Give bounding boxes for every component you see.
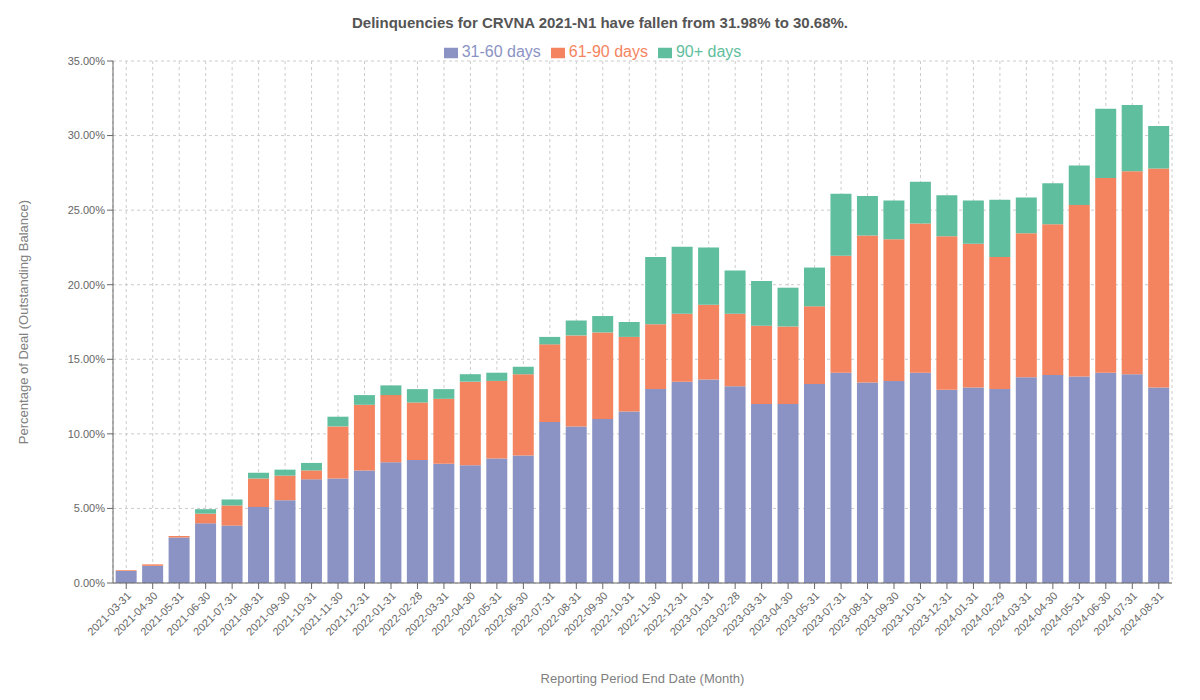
svg-text:2022-08-31: 2022-08-31 xyxy=(535,589,584,638)
svg-text:2023-12-31: 2023-12-31 xyxy=(905,589,954,638)
svg-text:2021-12-31: 2021-12-31 xyxy=(323,589,372,638)
svg-text:2023-02-28: 2023-02-28 xyxy=(693,589,743,638)
svg-text:2024-01-31: 2024-01-31 xyxy=(932,589,981,638)
svg-text:5.00%: 5.00% xyxy=(74,502,105,514)
html-text:31-60 days: 31-60 days xyxy=(461,43,541,60)
svg-text:2021-05-31: 2021-05-31 xyxy=(137,589,187,638)
svg-text:15.00%: 15.00% xyxy=(68,353,106,365)
svg-text:2021-11-30: 2021-11-30 xyxy=(297,589,345,638)
svg-text:30.00%: 30.00% xyxy=(68,129,106,141)
svg-text:2021-09-30: 2021-09-30 xyxy=(243,589,292,638)
svg-text:2024-06-30: 2024-06-30 xyxy=(1064,589,1113,638)
svg-text:2023-05-31: 2023-05-31 xyxy=(773,589,822,638)
svg-text:2022-01-31: 2022-01-31 xyxy=(349,589,398,638)
svg-text:2022-07-31: 2022-07-31 xyxy=(508,589,557,638)
svg-text:2021-06-30: 2021-06-30 xyxy=(164,589,213,638)
svg-text:2023-09-30: 2023-09-30 xyxy=(852,589,901,638)
svg-text:2023-10-31: 2023-10-31 xyxy=(879,589,928,638)
svg-text:2021-08-31: 2021-08-31 xyxy=(217,589,266,638)
svg-text:2022-11-30: 2022-11-30 xyxy=(615,589,663,638)
svg-text:2024-02-29: 2024-02-29 xyxy=(958,589,1007,638)
svg-text:2024-03-31: 2024-03-31 xyxy=(985,589,1034,638)
svg-text:2023-07-31: 2023-07-31 xyxy=(799,589,848,638)
svg-text:Reporting Period End Date (Mon: Reporting Period End Date (Month) xyxy=(541,671,745,686)
svg-text:2022-03-31: 2022-03-31 xyxy=(402,589,451,638)
svg-text:25.00%: 25.00% xyxy=(68,204,106,216)
svg-text:35.00%: 35.00% xyxy=(68,55,106,67)
svg-text:2022-06-30: 2022-06-30 xyxy=(482,589,531,638)
svg-text:2023-01-31: 2023-01-31 xyxy=(667,589,716,638)
svg-text:2024-04-30: 2024-04-30 xyxy=(1011,589,1060,638)
html-text:Delinquencies for CRVNA 2021-N: Delinquencies for CRVNA 2021-N1 have fal… xyxy=(352,14,848,31)
svg-text:2023-04-30: 2023-04-30 xyxy=(746,589,795,638)
svg-text:2022-12-31: 2022-12-31 xyxy=(640,589,690,638)
svg-text:10.00%: 10.00% xyxy=(68,428,106,440)
svg-text:2021-03-31: 2021-03-31 xyxy=(84,589,134,638)
svg-text:2024-08-31: 2024-08-31 xyxy=(1117,589,1165,637)
svg-text:2024-07-31: 2024-07-31 xyxy=(1090,589,1140,638)
svg-text:0.00%: 0.00% xyxy=(74,577,105,589)
svg-text:2022-09-30: 2022-09-30 xyxy=(561,589,610,638)
svg-text:Percentage of Deal (Outstandin: Percentage of Deal (Outstanding Balance) xyxy=(16,200,31,444)
svg-text:2021-07-31: 2021-07-31 xyxy=(190,589,240,638)
svg-text:2024-05-31: 2024-05-31 xyxy=(1038,589,1087,638)
svg-text:2022-05-31: 2022-05-31 xyxy=(455,589,504,638)
svg-text:2022-02-28: 2022-02-28 xyxy=(376,589,425,638)
svg-text:2021-04-30: 2021-04-30 xyxy=(111,589,160,638)
html-text:90+ days: 90+ days xyxy=(676,43,742,60)
svg-text:2022-04-30: 2022-04-30 xyxy=(429,589,478,638)
svg-text:2022-10-31: 2022-10-31 xyxy=(587,589,637,638)
svg-text:2023-08-31: 2023-08-31 xyxy=(826,589,875,638)
svg-text:2021-10-31: 2021-10-31 xyxy=(270,589,319,638)
svg-text:20.00%: 20.00% xyxy=(68,279,106,291)
html-text:61-90 days: 61-90 days xyxy=(568,43,648,60)
svg-text:2023-03-31: 2023-03-31 xyxy=(720,589,769,638)
